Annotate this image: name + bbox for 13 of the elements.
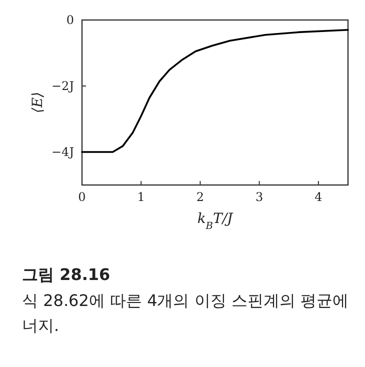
x-tick-label: 0: [78, 190, 86, 204]
x-axis-title: k$_{B}$T/J: [197, 211, 234, 232]
line-series: [81, 29, 349, 153]
x-tick-label: 1: [137, 190, 145, 204]
y-tick-label: −4J: [52, 145, 74, 159]
caption: 그림 28.16: [22, 264, 112, 286]
y-tick-label: 0: [66, 13, 74, 27]
x-tick-label: 3: [256, 190, 264, 204]
x-tick-label: 4: [314, 190, 323, 204]
text: 식 28.62에 따른 4개의 이징 스핀계의 평균에너지.: [22, 290, 350, 337]
y-axis-title: ⟨E⟩: [30, 92, 46, 114]
y-tick-label: −2J: [52, 79, 74, 93]
x-tick-label: 2: [196, 190, 204, 204]
